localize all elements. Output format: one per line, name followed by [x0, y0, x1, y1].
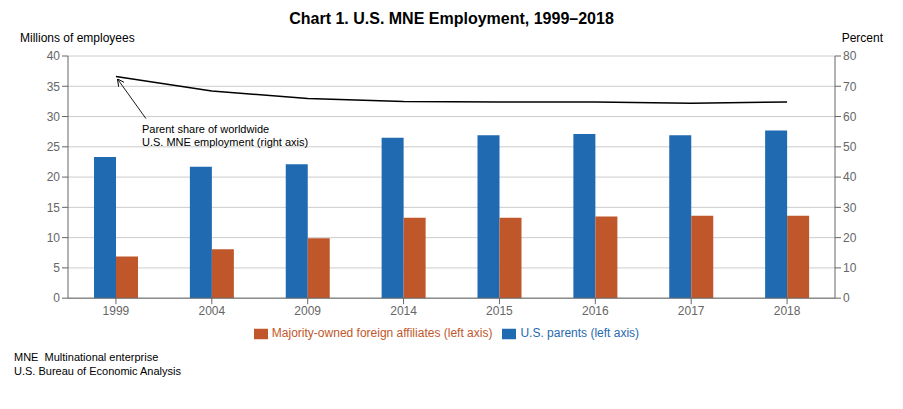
html-text:U.S. Bureau of Economic Analys: U.S. Bureau of Economic Analysis: [14, 365, 181, 377]
html-text:Percent: Percent: [841, 31, 883, 45]
svg-text:1999: 1999: [103, 304, 130, 318]
svg-text:10: 10: [843, 261, 857, 275]
svg-text:Parent share of worldwideU.S.: Parent share of worldwideU.S. MNE employ…: [142, 123, 308, 148]
svg-text:30: 30: [47, 110, 61, 124]
svg-text:15: 15: [47, 201, 61, 215]
svg-text:2015: 2015: [486, 304, 513, 318]
svg-text:2016: 2016: [582, 304, 609, 318]
svg-text:10: 10: [47, 231, 61, 245]
svg-text:40: 40: [843, 170, 857, 184]
svg-text:40: 40: [47, 49, 61, 63]
svg-text:60: 60: [843, 110, 857, 124]
svg-text:20: 20: [47, 170, 61, 184]
svg-text:2017: 2017: [678, 304, 705, 318]
svg-text:80: 80: [843, 49, 857, 63]
html-text:Majority-owned foreign affilia: Majority-owned foreign affiliates (left …: [271, 326, 493, 341]
svg-text:25: 25: [47, 140, 61, 154]
html-text:Chart 1. U.S. MNE Employment,: Chart 1. U.S. MNE Employment, 1999–2018: [289, 10, 614, 27]
svg-text:0: 0: [843, 291, 850, 305]
svg-text:0: 0: [53, 291, 60, 305]
html-text:MNE Multinational enterprise: MNE Multinational enterprise: [14, 351, 159, 363]
svg-text:5: 5: [53, 261, 60, 275]
svg-text:2009: 2009: [294, 304, 321, 318]
html-text:Millions of employees: Millions of employees: [20, 31, 135, 45]
html-text:U.S. parents (left axis): U.S. parents (left axis): [520, 326, 640, 341]
svg-text:2004: 2004: [198, 304, 225, 318]
svg-text:20: 20: [843, 231, 857, 245]
svg-text:2014: 2014: [390, 304, 417, 318]
svg-text:50: 50: [843, 140, 857, 154]
svg-text:35: 35: [47, 80, 61, 94]
svg-text:70: 70: [843, 80, 857, 94]
svg-text:30: 30: [843, 201, 857, 215]
svg-text:2018: 2018: [774, 304, 801, 318]
